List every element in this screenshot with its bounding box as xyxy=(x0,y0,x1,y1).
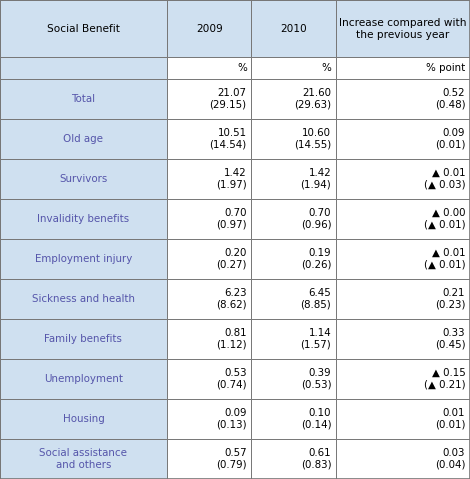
Bar xyxy=(336,79,470,119)
Text: 0.52
(0.48): 0.52 (0.48) xyxy=(435,88,465,110)
Text: 1.42
(1.97): 1.42 (1.97) xyxy=(216,168,247,190)
Bar xyxy=(0,319,167,359)
Bar xyxy=(167,79,251,119)
Text: Employment injury: Employment injury xyxy=(35,254,132,264)
Bar xyxy=(251,79,336,119)
Text: 1.14
(1.57): 1.14 (1.57) xyxy=(301,328,331,350)
Text: 0.33
(0.45): 0.33 (0.45) xyxy=(435,328,465,350)
Text: Old age: Old age xyxy=(63,134,103,144)
Text: 2009: 2009 xyxy=(196,24,222,34)
Bar xyxy=(167,399,251,439)
Bar xyxy=(0,159,167,199)
Text: % point: % point xyxy=(426,63,465,73)
Text: 0.03
(0.04): 0.03 (0.04) xyxy=(435,448,465,470)
Bar xyxy=(251,199,336,239)
Bar xyxy=(336,199,470,239)
Text: ▲ 0.01
(▲ 0.01): ▲ 0.01 (▲ 0.01) xyxy=(423,248,465,270)
Bar xyxy=(336,319,470,359)
Text: 0.39
(0.53): 0.39 (0.53) xyxy=(301,368,331,390)
Bar xyxy=(336,239,470,279)
Bar xyxy=(167,279,251,319)
Bar xyxy=(336,57,470,79)
Bar xyxy=(336,279,470,319)
Text: Social assistance
and others: Social assistance and others xyxy=(39,448,127,470)
Bar xyxy=(0,279,167,319)
Bar xyxy=(251,439,336,479)
Text: Housing: Housing xyxy=(63,414,104,424)
Text: 21.60
(29.63): 21.60 (29.63) xyxy=(294,88,331,110)
Text: 0.70
(0.97): 0.70 (0.97) xyxy=(216,208,247,229)
Bar xyxy=(167,239,251,279)
Bar xyxy=(336,159,470,199)
Text: Social Benefit: Social Benefit xyxy=(47,24,120,34)
Text: 0.53
(0.74): 0.53 (0.74) xyxy=(216,368,247,390)
Bar xyxy=(251,159,336,199)
Bar xyxy=(0,399,167,439)
Text: 21.07
(29.15): 21.07 (29.15) xyxy=(210,88,247,110)
Text: 1.42
(1.94): 1.42 (1.94) xyxy=(301,168,331,190)
Bar xyxy=(251,319,336,359)
Bar xyxy=(251,359,336,399)
Text: ▲ 0.00
(▲ 0.01): ▲ 0.00 (▲ 0.01) xyxy=(423,208,465,229)
Bar xyxy=(0,119,167,159)
Text: ▲ 0.15
(▲ 0.21): ▲ 0.15 (▲ 0.21) xyxy=(423,368,465,390)
Text: %: % xyxy=(237,63,247,73)
Bar xyxy=(336,0,470,57)
Bar xyxy=(336,119,470,159)
Text: Unemployment: Unemployment xyxy=(44,374,123,384)
Bar xyxy=(336,399,470,439)
Text: Increase compared with
the previous year: Increase compared with the previous year xyxy=(339,18,467,40)
Bar xyxy=(0,359,167,399)
Text: %: % xyxy=(321,63,331,73)
Bar xyxy=(251,57,336,79)
Bar xyxy=(167,439,251,479)
Text: 0.01
(0.01): 0.01 (0.01) xyxy=(435,408,465,430)
Bar xyxy=(167,0,251,57)
Text: 6.45
(8.85): 6.45 (8.85) xyxy=(301,288,331,310)
Text: Sickness and health: Sickness and health xyxy=(32,294,135,304)
Bar xyxy=(336,439,470,479)
Bar xyxy=(0,199,167,239)
Text: 0.70
(0.96): 0.70 (0.96) xyxy=(301,208,331,229)
Bar xyxy=(167,199,251,239)
Bar xyxy=(251,119,336,159)
Bar xyxy=(167,119,251,159)
Text: 0.21
(0.23): 0.21 (0.23) xyxy=(435,288,465,310)
Text: Total: Total xyxy=(71,94,95,104)
Bar xyxy=(0,439,167,479)
Bar xyxy=(336,359,470,399)
Text: 10.51
(14.54): 10.51 (14.54) xyxy=(210,128,247,149)
Text: 6.23
(8.62): 6.23 (8.62) xyxy=(216,288,247,310)
Bar xyxy=(167,319,251,359)
Bar xyxy=(0,57,167,79)
Bar xyxy=(0,239,167,279)
Bar xyxy=(251,279,336,319)
Text: Survivors: Survivors xyxy=(59,174,108,184)
Bar xyxy=(251,0,336,57)
Bar xyxy=(0,79,167,119)
Text: 0.20
(0.27): 0.20 (0.27) xyxy=(216,248,247,270)
Text: ▲ 0.01
(▲ 0.03): ▲ 0.01 (▲ 0.03) xyxy=(423,168,465,190)
Bar xyxy=(251,239,336,279)
Text: 10.60
(14.55): 10.60 (14.55) xyxy=(294,128,331,149)
Bar xyxy=(167,159,251,199)
Bar xyxy=(167,359,251,399)
Text: 0.19
(0.26): 0.19 (0.26) xyxy=(301,248,331,270)
Text: 0.10
(0.14): 0.10 (0.14) xyxy=(301,408,331,430)
Text: Invalidity benefits: Invalidity benefits xyxy=(37,214,130,224)
Text: 0.57
(0.79): 0.57 (0.79) xyxy=(216,448,247,470)
Text: 0.09
(0.13): 0.09 (0.13) xyxy=(216,408,247,430)
Text: 0.09
(0.01): 0.09 (0.01) xyxy=(435,128,465,149)
Text: 0.61
(0.83): 0.61 (0.83) xyxy=(301,448,331,470)
Text: Family benefits: Family benefits xyxy=(45,334,122,344)
Bar xyxy=(167,57,251,79)
Text: 0.81
(1.12): 0.81 (1.12) xyxy=(216,328,247,350)
Bar xyxy=(0,0,167,57)
Text: 2010: 2010 xyxy=(281,24,307,34)
Bar xyxy=(251,399,336,439)
